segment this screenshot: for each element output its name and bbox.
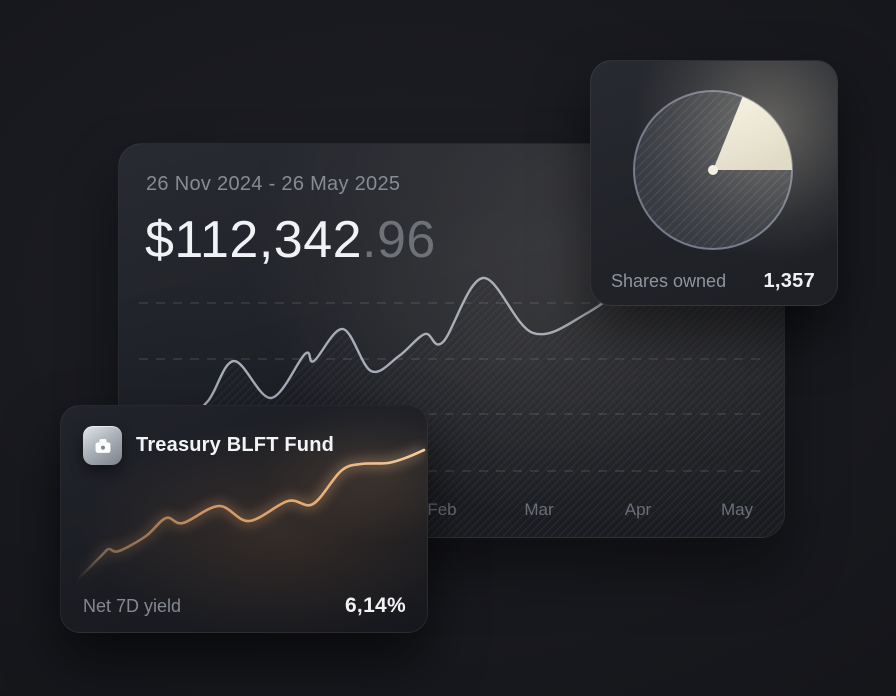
treasury-fund-card[interactable]: Treasury BLFT Fund Net 7D yield 6,14% xyxy=(60,405,428,633)
shares-pie-chart xyxy=(633,90,793,250)
x-axis-label-feb: Feb xyxy=(427,500,457,519)
x-axis-label-may: May xyxy=(720,500,754,519)
pie-slice xyxy=(713,96,792,170)
fund-icon-tile xyxy=(83,426,122,465)
x-axis-label-apr: Apr xyxy=(624,500,652,519)
shares-owned-label: Shares owned xyxy=(611,271,727,291)
shares-footer: Shares owned 1,357 xyxy=(611,270,815,293)
yield-line-chart xyxy=(74,446,426,583)
fund-title: Treasury BLFT Fund xyxy=(136,434,335,456)
date-range: 26 Nov 2024 - 26 May 2025 xyxy=(146,173,401,195)
balance-whole: $112,342 xyxy=(145,211,363,269)
treasury-header: Treasury BLFT Fund xyxy=(83,426,334,465)
yield-value: 6,14% xyxy=(344,594,406,617)
shares-owned-value: 1,357 xyxy=(763,270,815,292)
yield-line-glow xyxy=(74,446,426,583)
yield-label: Net 7D yield xyxy=(83,596,182,616)
treasury-footer: Net 7D yield 6,14% xyxy=(83,594,406,618)
x-axis-label-mar: Mar xyxy=(524,500,554,519)
briefcase-icon xyxy=(95,438,110,453)
balance-amount: $112,342.96 xyxy=(145,211,436,269)
yield-line xyxy=(75,448,426,582)
shares-owned-card[interactable]: Shares owned 1,357 xyxy=(590,60,838,306)
balance-decimals: .96 xyxy=(362,211,436,269)
pie-center-dot xyxy=(708,165,718,175)
